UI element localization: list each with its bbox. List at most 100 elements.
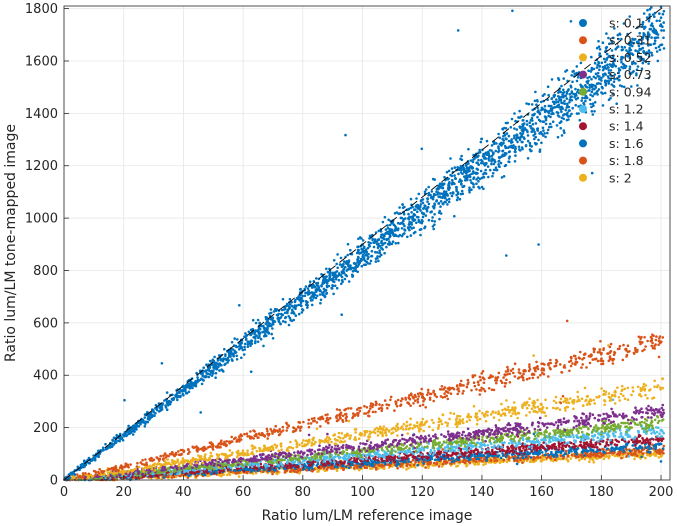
data-point (595, 446, 599, 449)
data-point (541, 438, 544, 442)
data-point (374, 468, 378, 471)
data-point (602, 435, 605, 439)
data-point (473, 463, 477, 466)
data-point (420, 460, 424, 463)
data-point (141, 472, 145, 476)
data-point (587, 454, 590, 458)
data-point (572, 407, 575, 411)
data-point (282, 455, 285, 458)
data-point (556, 437, 559, 441)
data-point (356, 457, 359, 461)
data-point (256, 458, 259, 462)
data-point (315, 427, 319, 431)
data-point (527, 452, 531, 456)
data-point (587, 427, 590, 430)
data-point (466, 427, 470, 431)
data-point (313, 454, 316, 458)
data-point (602, 412, 605, 416)
data-point (637, 430, 640, 433)
data-point (344, 465, 348, 469)
data-point (488, 439, 492, 443)
data-point (273, 455, 277, 459)
data-point (365, 449, 369, 453)
data-point (355, 450, 359, 453)
data-point (540, 445, 544, 449)
data-point (527, 430, 530, 434)
data-point (486, 448, 490, 451)
data-point (397, 451, 400, 454)
data-point (415, 458, 419, 461)
data-point (240, 462, 244, 466)
data-point (203, 471, 206, 474)
data-point (376, 434, 380, 437)
data-point (362, 447, 366, 450)
data-point (512, 450, 516, 454)
data-point (402, 447, 405, 451)
data-point (345, 452, 349, 455)
data-point (598, 455, 601, 458)
data-point (527, 445, 531, 449)
data-point (619, 424, 622, 428)
data-point (109, 470, 112, 474)
data-point (213, 462, 216, 466)
data-point (166, 467, 170, 470)
data-point (596, 436, 600, 440)
data-point (380, 454, 384, 458)
data-point (593, 416, 597, 420)
data-point (296, 469, 300, 473)
data-point (514, 428, 518, 432)
data-point (388, 464, 392, 468)
data-point (652, 438, 655, 441)
data-point (377, 463, 380, 467)
data-point (319, 456, 323, 460)
data-point (521, 436, 524, 440)
data-point (343, 458, 346, 461)
data-point (216, 463, 220, 467)
data-point (453, 449, 457, 453)
data-point (635, 418, 638, 421)
data-point (402, 456, 405, 460)
data-point (578, 459, 581, 462)
data-point (564, 444, 567, 448)
data-point (285, 456, 288, 460)
data-point (606, 438, 609, 441)
data-point (473, 455, 477, 458)
data-point (410, 451, 414, 454)
data-point (368, 461, 371, 465)
data-point (515, 444, 519, 447)
data-point (475, 432, 478, 435)
data-point (645, 430, 649, 433)
data-point (650, 416, 653, 419)
data-point (521, 461, 524, 465)
data-point (403, 450, 406, 454)
data-point (602, 451, 606, 454)
data-point (610, 407, 613, 411)
data-point (307, 468, 311, 472)
data-point (341, 464, 344, 468)
data-point (325, 456, 329, 460)
data-point (310, 452, 314, 455)
data-point (360, 462, 364, 466)
data-point (556, 424, 560, 428)
data-point (612, 420, 615, 424)
data-point (567, 441, 570, 445)
data-point (525, 426, 529, 430)
data-point (508, 456, 511, 460)
data-point (311, 467, 314, 470)
data-point (489, 459, 493, 463)
data-point (519, 427, 523, 430)
data-point (532, 458, 535, 462)
data-point (313, 468, 316, 471)
data-point (510, 441, 514, 445)
data-point (486, 444, 490, 447)
data-point (614, 427, 617, 430)
data-point (245, 471, 248, 474)
data-point (413, 446, 417, 450)
data-point (642, 385, 645, 389)
data-point (127, 474, 130, 478)
data-point (408, 447, 411, 450)
data-point (498, 459, 502, 462)
data-point (433, 464, 436, 467)
data-point (627, 440, 631, 444)
data-point (142, 475, 146, 478)
